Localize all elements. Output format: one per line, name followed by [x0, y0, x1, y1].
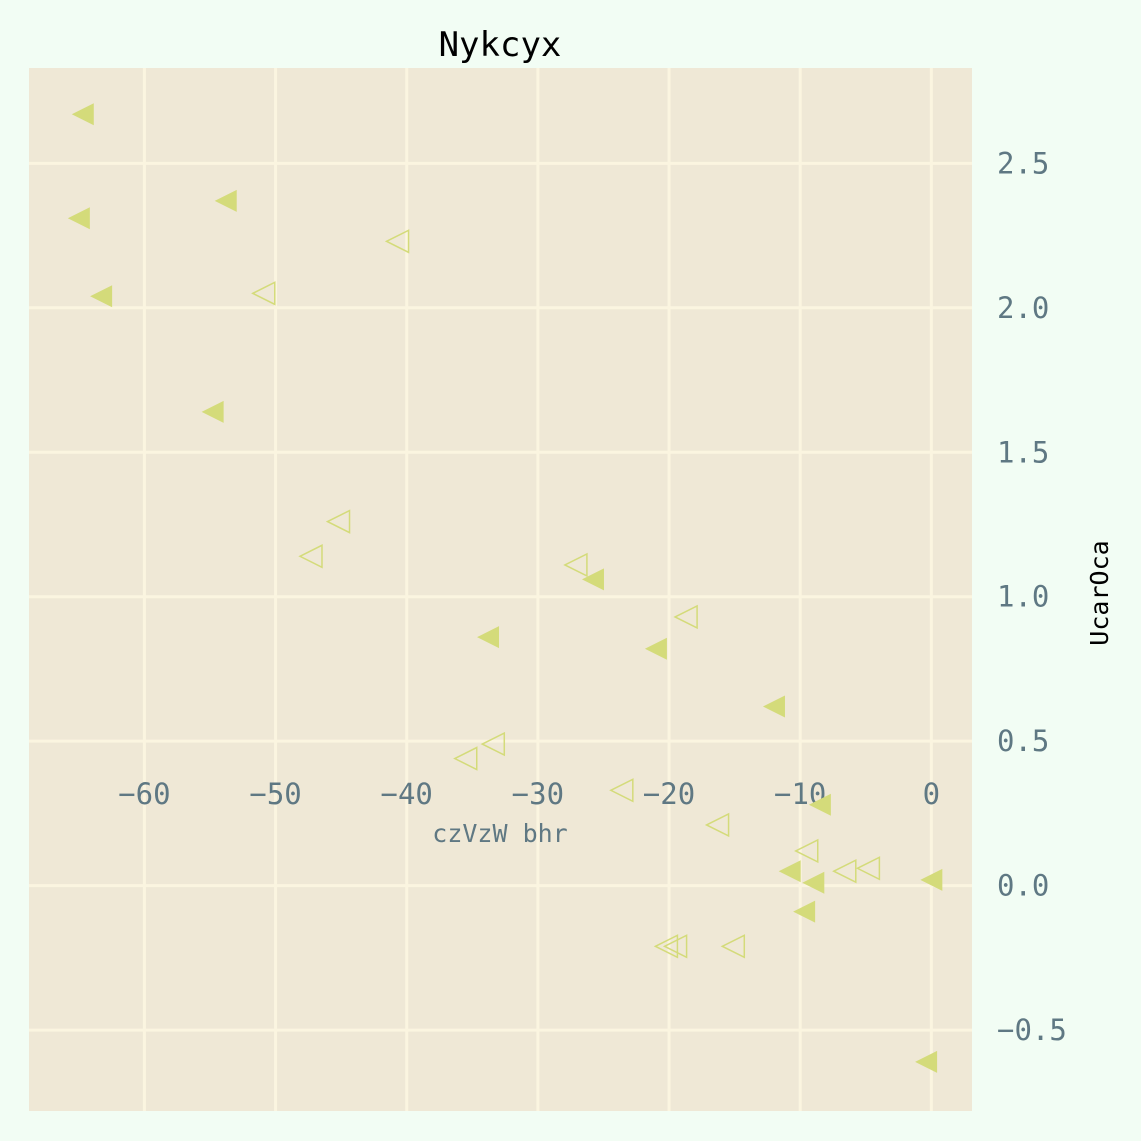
filled-triangle-point [920, 868, 943, 891]
filled-triangle-point [201, 400, 224, 423]
x-axis-label: czVzW bhr [432, 819, 567, 848]
hollow-triangle-point [325, 509, 351, 534]
hollow-triangle-point [794, 838, 819, 864]
y-tick-label: 2.5 [997, 146, 1049, 180]
hollow-triangle-point [855, 856, 881, 881]
hollow-triangle-point [563, 552, 588, 578]
y-tick-label: 0.5 [997, 724, 1049, 758]
filled-triangle-point [793, 900, 816, 923]
filled-triangle-point [778, 860, 801, 883]
filled-triangle-point [808, 793, 831, 816]
y-tick-label: 1.0 [997, 580, 1049, 614]
hollow-triangle-point [384, 229, 410, 254]
hollow-triangle-point [832, 858, 857, 884]
hollow-triangle-point [673, 604, 698, 630]
hollow-triangle-point [609, 778, 634, 803]
filled-triangle-point [477, 626, 500, 649]
y-axis-label: UcarOca [1085, 540, 1114, 645]
hollow-triangle-point [704, 812, 730, 838]
x-tick-label: 0 [923, 777, 940, 811]
filled-triangle-point [67, 207, 90, 230]
hollow-triangle-point [453, 746, 478, 771]
hollow-triangle-point [653, 934, 679, 959]
y-tick-label: 0.0 [997, 869, 1049, 903]
filled-triangle-point [762, 695, 785, 718]
hollow-triangle-point [720, 934, 746, 959]
grid-lines [29, 68, 972, 1111]
filled-triangle-point [915, 1050, 938, 1073]
x-tick-label: −50 [249, 777, 301, 811]
hollow-triangle-point [662, 934, 688, 959]
x-tick-label: −30 [512, 777, 564, 811]
data-points [67, 103, 943, 1073]
y-tick-labels: −0.5 0.0 0.5 1.0 1.5 2.0 2.5 [997, 146, 1067, 1047]
hollow-triangle-point [480, 731, 506, 757]
x-tick-label: −40 [381, 777, 433, 811]
filled-triangle-point [802, 871, 825, 894]
chart-title: Nykcyx [439, 25, 562, 65]
hollow-triangle-point [298, 544, 323, 569]
filled-triangle-point [90, 285, 113, 308]
filled-triangle-point [581, 568, 604, 591]
y-tick-label: 1.5 [997, 435, 1049, 469]
hollow-triangle-point [251, 281, 276, 306]
y-tick-label: −0.5 [997, 1013, 1067, 1047]
plot-area [29, 68, 972, 1111]
y-tick-label: 2.0 [997, 291, 1049, 325]
x-tick-label: −60 [118, 777, 170, 811]
x-tick-labels: −60 −50 −40 −30 −20 −10 0 [118, 777, 940, 811]
filled-triangle-point [644, 637, 667, 660]
filled-triangle-point [71, 103, 94, 126]
x-tick-label: −20 [643, 777, 695, 811]
filled-triangle-point [214, 189, 237, 212]
